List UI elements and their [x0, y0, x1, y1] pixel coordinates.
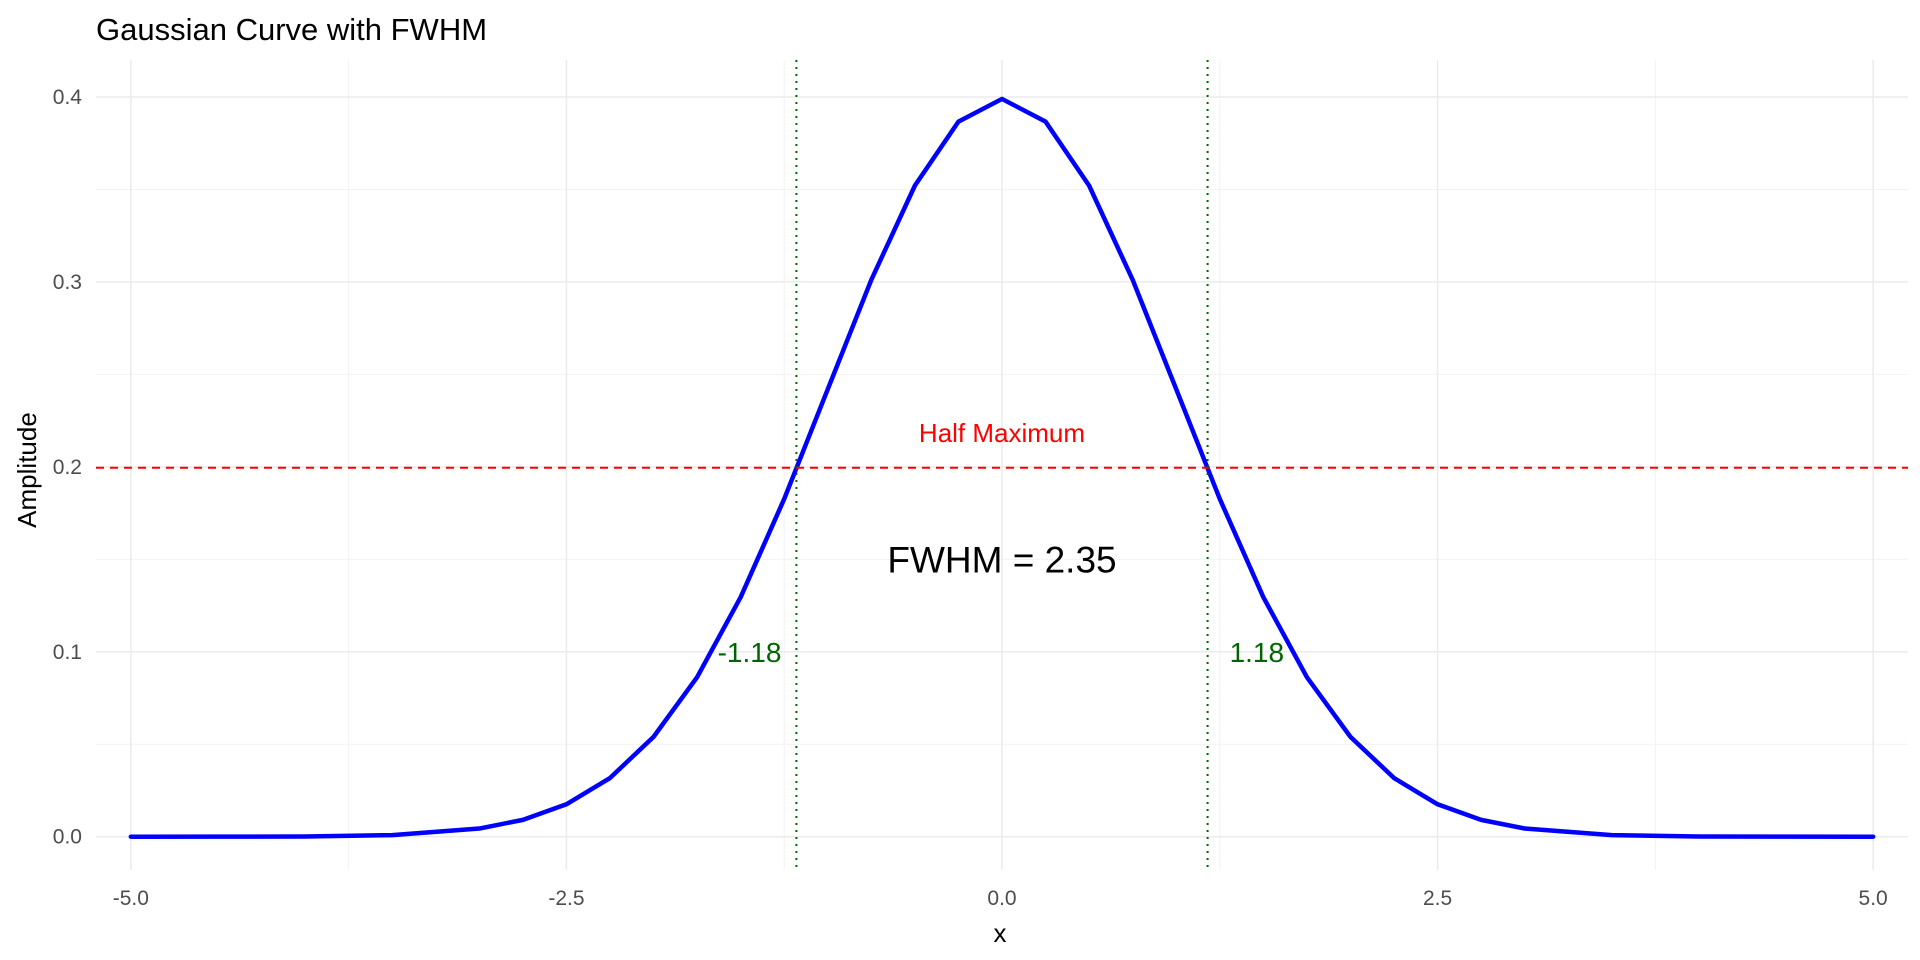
gaussian-curve — [128, 96, 1876, 839]
fwhm-bound-label: 1.18 — [1230, 637, 1285, 668]
x-tick-label: 2.5 — [1423, 887, 1452, 910]
major-gridlines — [96, 60, 1908, 870]
x-axis-title: x — [994, 918, 1007, 948]
y-axis-title: Amplitude — [12, 412, 42, 528]
y-tick-label: 0.1 — [53, 641, 82, 664]
y-tick-label: 0.2 — [53, 456, 82, 479]
x-tick-label: -5.0 — [113, 887, 149, 910]
tick-labels: -5.0 -2.5 0.0 2.5 5.0 0.0 0.1 0.2 0.3 0.4 — [53, 86, 1888, 910]
y-tick-label: 0.0 — [53, 826, 82, 849]
x-tick-label: -2.5 — [548, 887, 584, 910]
fwhm-bound-label: -1.18 — [718, 637, 782, 668]
x-tick-label: 0.0 — [987, 887, 1016, 910]
y-tick-label: 0.3 — [53, 271, 82, 294]
chart-title: Gaussian Curve with FWHM — [96, 12, 487, 47]
plot-marks: Half Maximum -1.18 1.18 FWHM = 2.35 — [96, 60, 1908, 870]
half-maximum-label: Half Maximum — [919, 418, 1085, 448]
x-tick-label: 5.0 — [1859, 887, 1888, 910]
fwhm-value-label: FWHM = 2.35 — [887, 539, 1116, 580]
y-tick-label: 0.4 — [53, 86, 83, 109]
